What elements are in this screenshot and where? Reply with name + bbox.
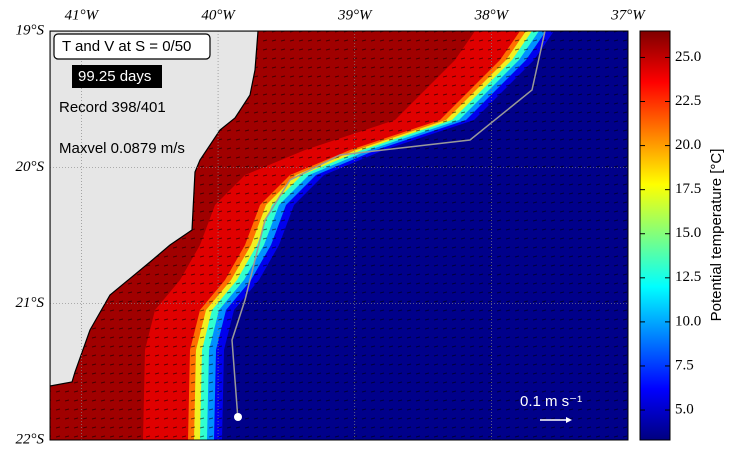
time-label: 99.25 days bbox=[78, 68, 151, 85]
colorbar-tick-label: 5.0 bbox=[675, 401, 694, 417]
isobath bbox=[231, 31, 546, 421]
colorbar-tick-label: 10.0 bbox=[675, 313, 701, 329]
colorbar bbox=[639, 30, 671, 441]
colorbar-tick-label: 15.0 bbox=[675, 225, 701, 241]
colorbar-tick-label: 20.0 bbox=[675, 137, 701, 153]
time-box bbox=[72, 65, 162, 88]
scale-arrowhead bbox=[566, 417, 572, 423]
y-tick-label: 20°S bbox=[16, 159, 45, 175]
station-marker bbox=[234, 413, 242, 421]
x-tick-label: 39°W bbox=[337, 7, 373, 23]
x-tick-label: 38°W bbox=[474, 7, 510, 23]
scale-label: 0.1 m s⁻¹ bbox=[520, 393, 582, 410]
colorbar-tick-label: 17.5 bbox=[675, 181, 701, 197]
colorbar-tick-label: 12.5 bbox=[675, 269, 701, 285]
land bbox=[50, 31, 259, 387]
y-tick-label: 22°S bbox=[16, 431, 45, 447]
title-box bbox=[53, 33, 211, 60]
y-tick-label: 21°S bbox=[16, 295, 45, 311]
colorbar-label: Potential temperature [°C] bbox=[708, 149, 725, 322]
plot-frame bbox=[49, 30, 629, 441]
temperature-field bbox=[50, 31, 628, 440]
x-tick-label: 40°W bbox=[201, 7, 236, 23]
colorbar-tick-label: 7.5 bbox=[675, 357, 694, 373]
x-tick-label: 41°W bbox=[65, 7, 100, 23]
x-tick-label: 37°W bbox=[610, 7, 646, 23]
record-label: Record 398/401 bbox=[59, 99, 166, 116]
colorbar-tick-label: 25.0 bbox=[675, 49, 701, 65]
y-tick-label: 19°S bbox=[16, 22, 45, 38]
maxvel-label: Maxvel 0.0879 m/s bbox=[59, 140, 185, 157]
title: T and V at S = 0/50 bbox=[62, 38, 191, 55]
colorbar-tick-label: 22.5 bbox=[675, 93, 701, 109]
